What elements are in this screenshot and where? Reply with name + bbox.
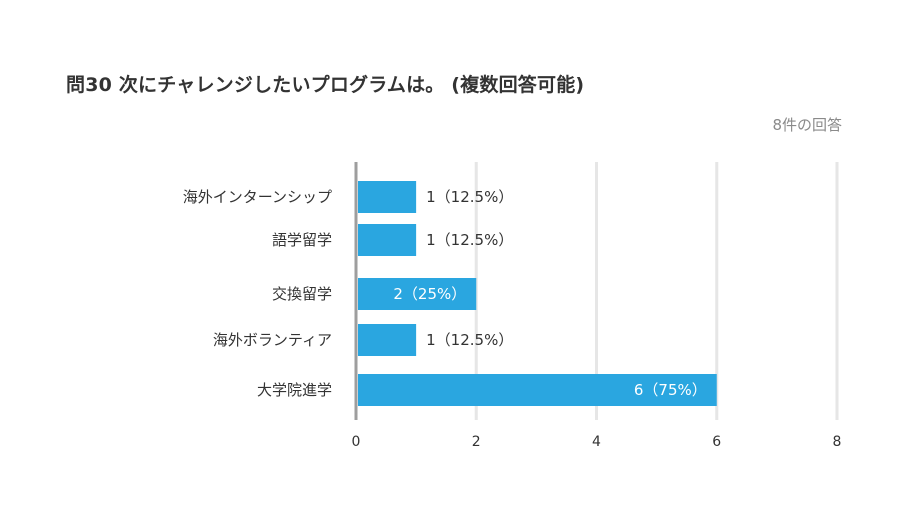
category-label: 語学留学	[272, 231, 332, 249]
bar	[358, 278, 477, 310]
response-count: 8件の回答	[772, 116, 842, 134]
data-label: 6（75%）	[634, 381, 707, 399]
bar	[358, 224, 417, 256]
category-label: 海外インターンシップ	[183, 188, 332, 206]
chart-title: 問30 次にチャレンジしたいプログラムは。 (複数回答可能)	[66, 74, 585, 96]
category-label: 大学院進学	[257, 381, 332, 399]
bar	[358, 324, 417, 356]
data-label: 2（25%）	[393, 285, 466, 303]
labels: 0 2 4 6 8 海外インターンシップ 1（12.5%） 語学留学 1（12.5%） 交換留学 2…	[183, 188, 842, 450]
category-label: 交換留学	[272, 285, 332, 303]
x-tick-label: 8	[833, 434, 842, 450]
x-tick-label: 4	[592, 434, 601, 450]
data-label: 1（12.5%）	[426, 331, 513, 349]
x-tick-label: 2	[472, 434, 481, 450]
x-tick-label: 6	[712, 434, 721, 450]
bar	[358, 181, 417, 213]
bar	[358, 374, 717, 406]
x-tick-label: 0	[352, 434, 361, 450]
data-label: 1（12.5%）	[426, 188, 513, 206]
data-label: 1（12.5%）	[426, 231, 513, 249]
category-label: 海外ボランティア	[213, 331, 332, 349]
bars	[358, 181, 717, 406]
